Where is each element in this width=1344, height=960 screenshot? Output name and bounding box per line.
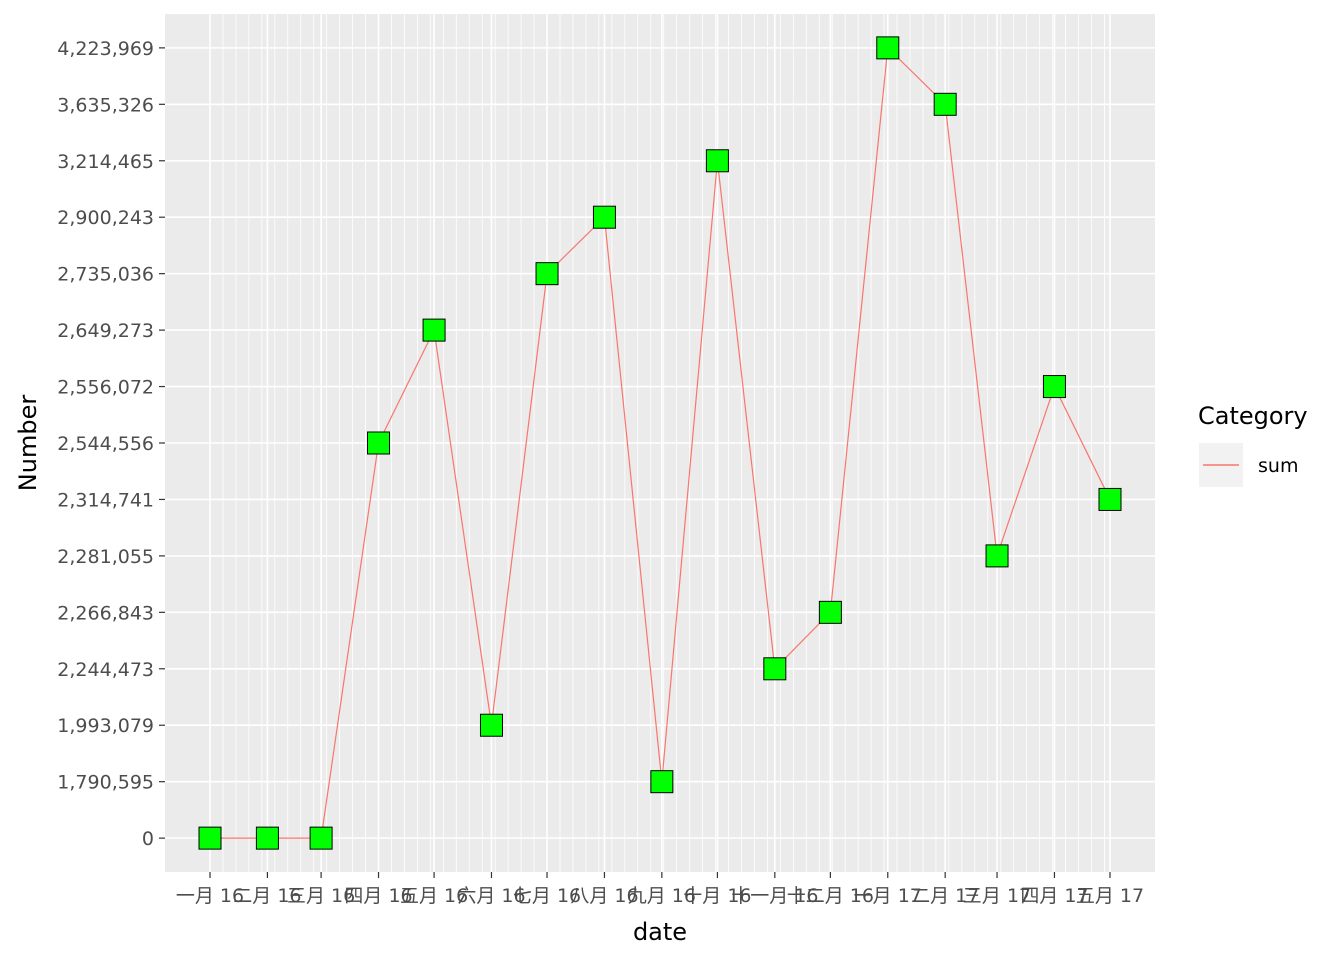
x-tick-label: 七月 16 [513, 885, 581, 907]
y-tick-label: 2,266,843 [57, 602, 154, 624]
x-tick-label: 四月 17 [1020, 885, 1088, 907]
legend-title: Category [1198, 402, 1308, 430]
y-tick-label: 2,735,036 [57, 264, 154, 286]
x-tick-label: 一月 17 [854, 885, 922, 907]
y-tick-label: 3,635,326 [57, 94, 154, 116]
x-tick-label: 六月 16 [457, 885, 525, 907]
x-tick-label: 三月 17 [963, 885, 1031, 907]
data-point-marker [876, 36, 900, 60]
y-tick-label: 0 [142, 828, 154, 850]
data-point-marker [422, 318, 446, 342]
x-tick-label: 二月 16 [233, 885, 301, 907]
x-tick-label: 四月 16 [344, 885, 412, 907]
data-point-marker [763, 657, 787, 681]
data-point-marker [818, 600, 842, 624]
x-tick-label: 五月 17 [1076, 885, 1144, 907]
data-point-marker [479, 713, 503, 737]
series-markers [198, 36, 1122, 850]
y-axis-title: Number [14, 395, 42, 492]
x-tick-label: 九月 16 [628, 885, 696, 907]
data-point-marker [1042, 375, 1066, 399]
data-point-marker [985, 544, 1009, 568]
y-tick-label: 3,214,465 [57, 151, 154, 173]
x-tick-label: 二月 17 [911, 885, 979, 907]
y-tick-label: 1,993,079 [57, 715, 154, 737]
data-point-marker [255, 826, 279, 850]
x-tick-label: 一月 16 [176, 885, 244, 907]
x-axis-title: date [633, 918, 687, 946]
data-point-marker [309, 826, 333, 850]
data-point-marker [705, 149, 729, 173]
legend-label-sum: sum [1258, 455, 1298, 477]
data-point-marker [535, 262, 559, 286]
y-tick-label: 2,314,741 [57, 489, 154, 511]
x-tick-label: 八月 16 [570, 885, 638, 907]
y-tick-label: 2,281,055 [57, 546, 154, 568]
y-tick-label: 1,790,595 [57, 772, 154, 794]
data-point-marker [650, 770, 674, 794]
data-point-marker [933, 92, 957, 116]
x-tick-label: 五月 16 [400, 885, 468, 907]
x-tick-label: 十一月 16 [731, 885, 818, 907]
y-tick-label: 2,544,556 [57, 433, 154, 455]
legend: Category sum [1198, 402, 1308, 487]
data-point-marker [198, 826, 222, 850]
x-tick-label: 十二月 16 [787, 885, 874, 907]
data-point-marker [367, 431, 391, 455]
x-tick-label: 三月 16 [287, 885, 355, 907]
data-point-marker [1098, 487, 1122, 511]
y-tick-label: 2,556,072 [57, 377, 154, 399]
y-tick-label: 2,649,273 [57, 320, 154, 342]
y-tick-label: 4,223,969 [57, 38, 154, 60]
x-tick-label: 十月 16 [683, 885, 751, 907]
y-tick-label: 2,900,243 [57, 207, 154, 229]
data-point-marker [592, 205, 616, 229]
y-axis-ticks: 0 1,790,595 1,993,079 2,244,473 2,266,843 2,2… [57, 38, 165, 850]
y-tick-label: 2,244,473 [57, 659, 154, 681]
